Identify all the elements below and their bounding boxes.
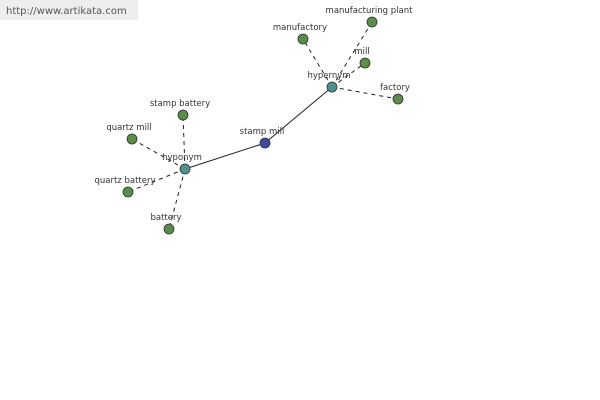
edge [264,86,333,144]
node [179,163,191,175]
node-label: hyponym [162,153,202,163]
watermark-box [0,0,138,20]
dashed-edge [131,138,186,170]
node-label: manufacturing plant [326,6,414,16]
edge [184,142,266,170]
node-label: stamp mill [240,127,285,137]
dashed-edge [331,62,366,88]
dashed-edge [127,168,186,193]
node-label: stamp battery [150,99,210,109]
node [366,16,378,28]
node-label: hypernym [307,71,350,81]
node-label: quartz battery [94,176,155,186]
node [126,133,138,145]
node [163,223,175,235]
node [326,81,338,93]
node [297,33,309,45]
node [359,57,371,69]
node [259,137,271,149]
node-label: quartz mill [106,123,151,133]
node [122,186,134,198]
dashed-edge [331,86,399,100]
dashed-edge [168,168,186,230]
node [392,93,404,105]
node-label: manufactory [273,23,327,33]
node-label: mill [354,47,369,57]
dashed-edge [182,114,186,170]
dashed-edge [302,38,333,88]
watermark: http://www.artikata.com [6,6,127,17]
node-label: factory [380,83,410,93]
node-label: battery [150,213,181,223]
node [177,109,189,121]
